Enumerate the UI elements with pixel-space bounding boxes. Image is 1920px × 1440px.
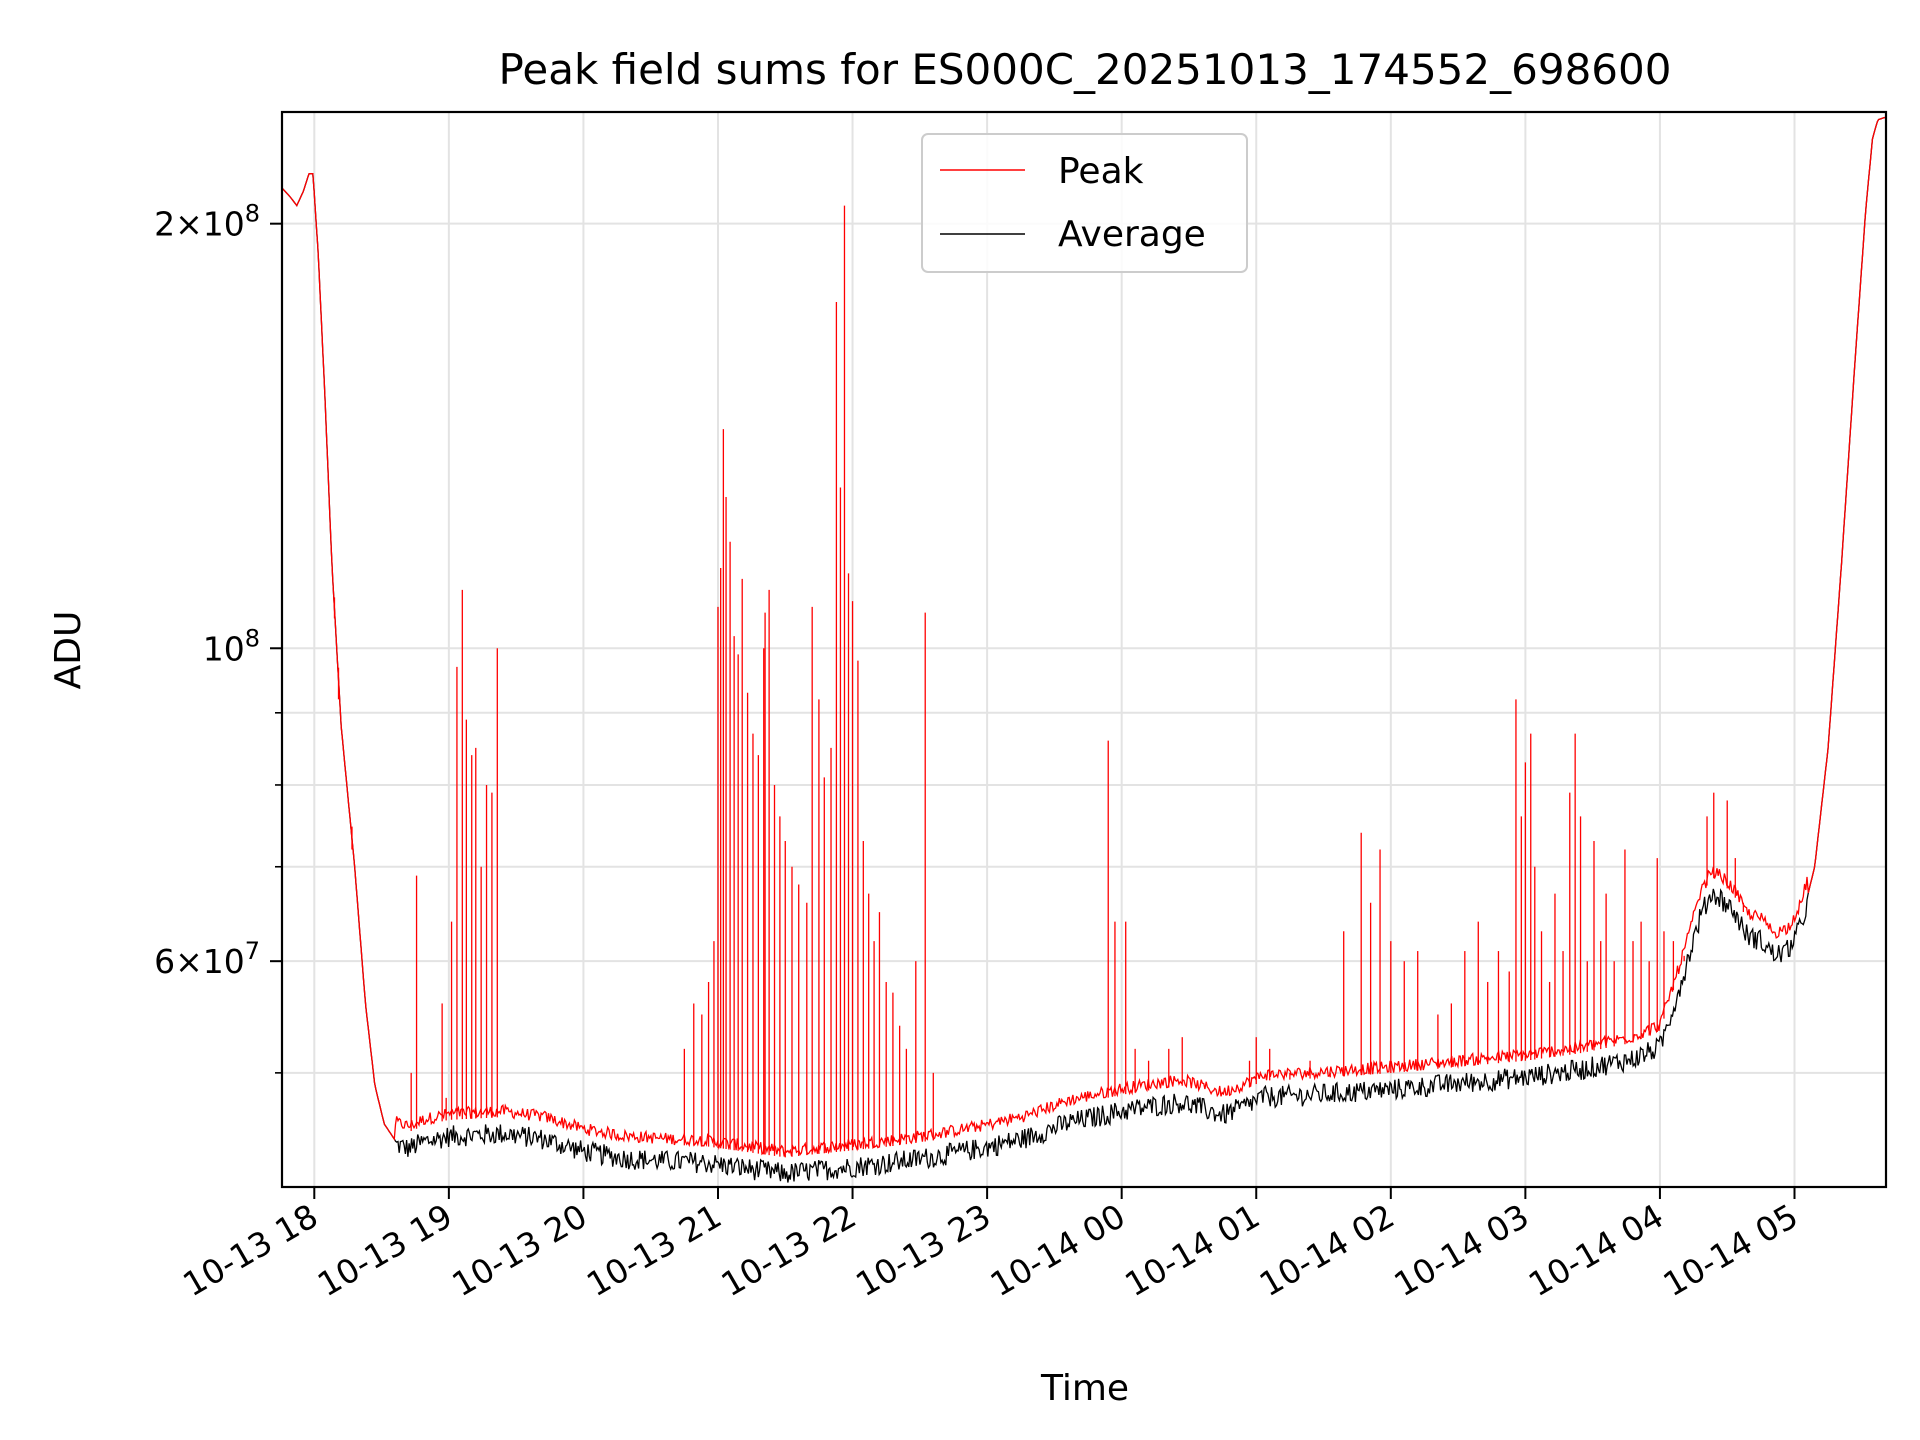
peak-baseline-line (281, 116, 1887, 1157)
x-axis-label: Time (1040, 1368, 1129, 1409)
y-axis-label: ADU (48, 611, 89, 690)
legend-peak-label: Peak (1058, 151, 1144, 192)
plot-frame (280, 110, 1888, 1189)
legend-average-label: Average (1058, 214, 1206, 255)
y-tick-label: 108 (203, 624, 260, 668)
series-average (281, 116, 1887, 1183)
y-tick-label: 6×107 (154, 937, 260, 981)
legend: Peak Average (921, 133, 1248, 273)
grid (282, 112, 1886, 1187)
series-peak (281, 116, 1887, 1158)
legend-box (921, 133, 1248, 273)
y-axis: 2×108 108 6×107 (154, 200, 282, 1074)
average-line (281, 116, 1887, 1183)
chart-title: Peak field sums for ES000C_20251013_1745… (499, 45, 1672, 94)
y-tick-label: 2×108 (154, 200, 260, 244)
